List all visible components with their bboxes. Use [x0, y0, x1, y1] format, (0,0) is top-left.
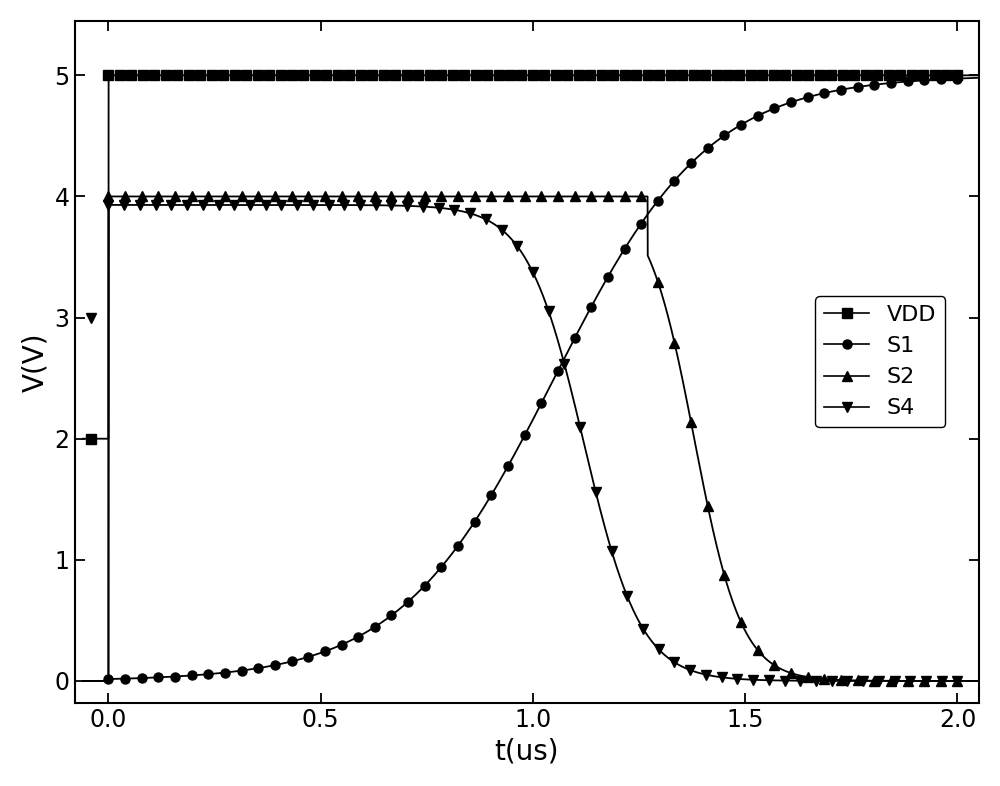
S2	[652, 277, 664, 286]
Line: S4: S4	[104, 200, 962, 685]
VDD	[951, 71, 963, 80]
S4	[936, 676, 948, 685]
VDD	[779, 71, 791, 80]
VDD	[171, 71, 183, 80]
S4	[951, 676, 963, 685]
S2	[502, 192, 514, 201]
S2	[169, 192, 181, 201]
S2	[885, 676, 897, 685]
S2	[619, 192, 631, 201]
S4	[102, 200, 114, 210]
X-axis label: t(us): t(us)	[494, 737, 559, 765]
S1	[885, 79, 897, 88]
Line: S2: S2	[104, 192, 962, 685]
S4	[197, 200, 209, 210]
S1	[652, 196, 664, 205]
S4	[857, 676, 869, 685]
VDD	[102, 71, 114, 80]
Legend: VDD, S1, S2, S4: VDD, S1, S2, S4	[815, 296, 945, 428]
S1	[169, 672, 181, 681]
Y-axis label: V(V): V(V)	[21, 332, 49, 391]
Line: VDD: VDD	[104, 71, 962, 80]
S1	[402, 597, 414, 606]
S1	[951, 74, 963, 83]
S1	[502, 461, 514, 471]
Line: S1: S1	[104, 74, 962, 684]
S2	[951, 676, 963, 685]
S1	[619, 244, 631, 254]
S4	[417, 202, 429, 211]
VDD	[745, 71, 757, 80]
S2	[402, 192, 414, 201]
S4	[307, 200, 319, 210]
VDD	[768, 71, 780, 80]
S4	[260, 200, 272, 210]
S1	[102, 674, 114, 684]
S2	[102, 192, 114, 201]
VDD	[802, 71, 814, 80]
VDD	[860, 71, 872, 80]
